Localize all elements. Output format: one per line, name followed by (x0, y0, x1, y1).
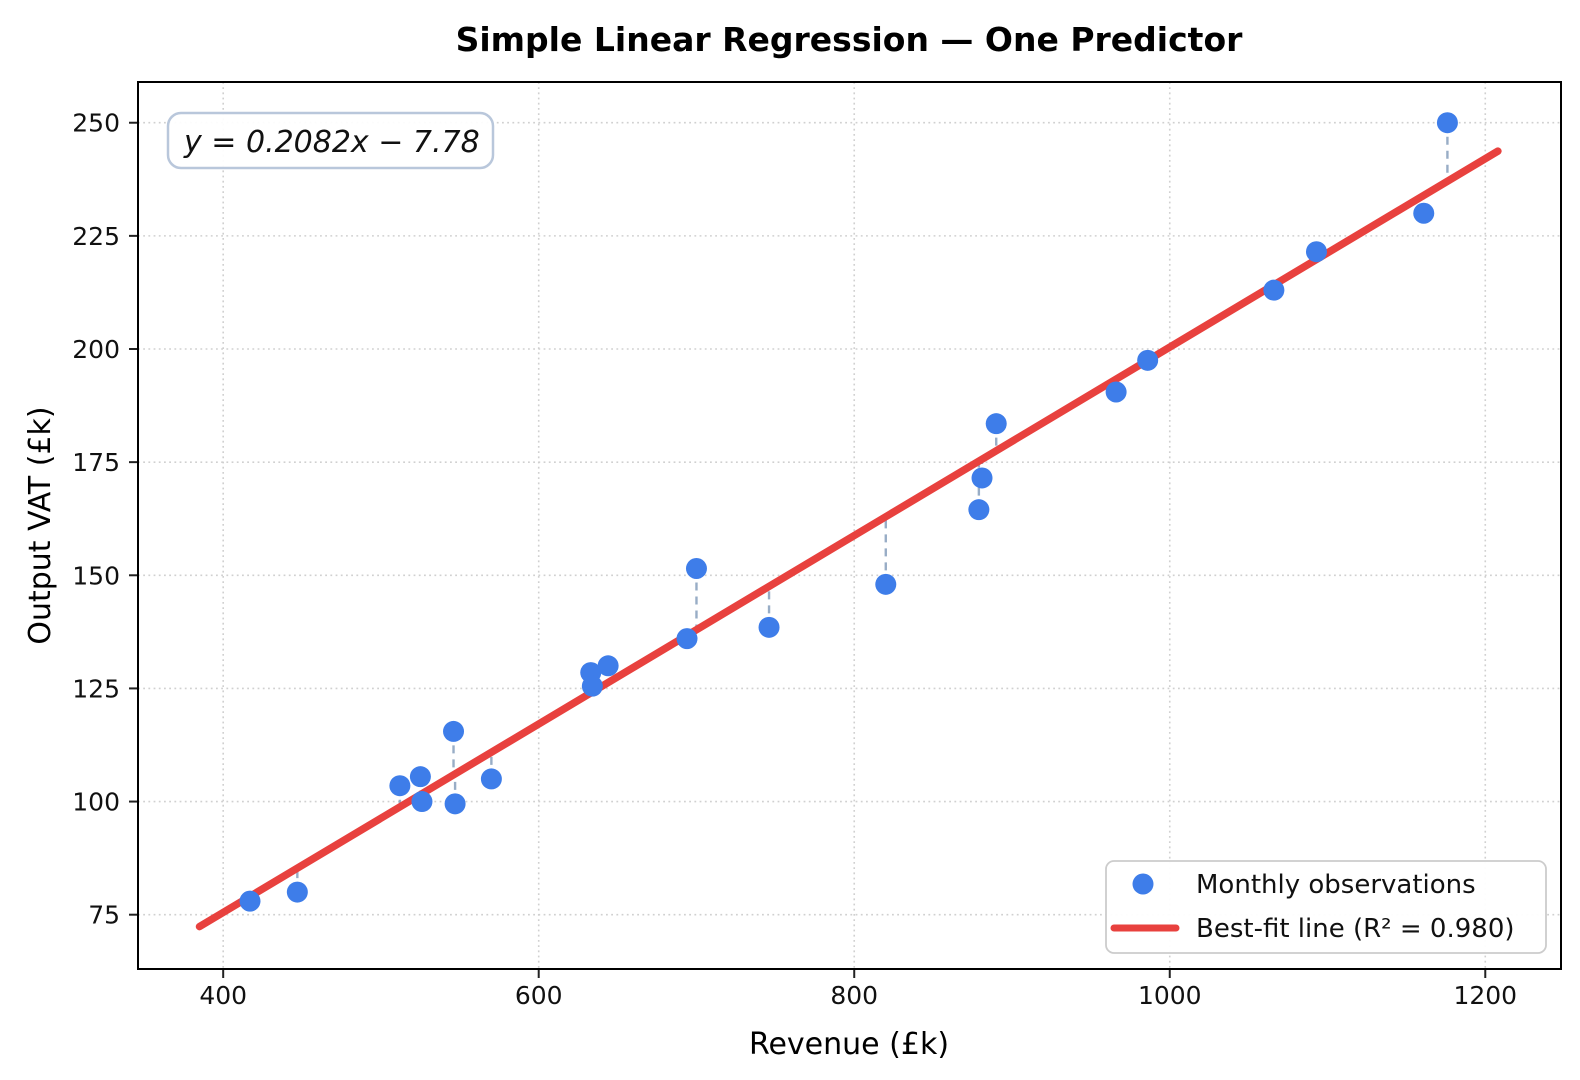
legend-point-marker (1132, 873, 1154, 895)
legend-fit-label: Best-fit line (R² = 0.980) (1196, 914, 1515, 944)
y-tick-label: 175 (72, 448, 120, 477)
scatter-point (985, 413, 1007, 435)
y-tick-label: 75 (88, 901, 120, 930)
scatter-point (239, 890, 261, 912)
best-fit-line (195, 147, 1502, 931)
scatter-point (1413, 202, 1435, 224)
scatter-point (875, 573, 897, 595)
scatter-point (758, 616, 780, 638)
equation-annotation: y = 0.2082x − 7.78 (166, 111, 495, 170)
residual-lines-layer (248, 122, 1449, 902)
scatter-point (411, 791, 433, 813)
x-tick-label: 1200 (1453, 981, 1517, 1010)
legend-observations-label: Monthly observations (1196, 870, 1476, 900)
scatter-point (581, 675, 603, 697)
equation-box (166, 111, 495, 170)
y-tick-label: 100 (72, 788, 120, 817)
scatter-point (409, 766, 431, 788)
equation-text: y = 0.2082x − 7.78 (183, 125, 480, 160)
y-tick-label: 225 (72, 222, 120, 251)
scatter-point (968, 499, 990, 521)
chart-title: Simple Linear Regression — One Predictor (456, 20, 1244, 59)
scatter-point (597, 655, 619, 677)
legend: Monthly observations Best-fit line (R² =… (1105, 860, 1547, 954)
scatter-point (1263, 279, 1285, 301)
x-tick-label: 800 (830, 981, 878, 1010)
plot-frame (137, 81, 1562, 970)
scatter-point (1137, 349, 1159, 371)
scatter-point (444, 793, 466, 815)
x-tick-label: 1000 (1138, 981, 1202, 1010)
x-axis-label: Revenue (£k) (749, 1027, 949, 1062)
scatter-point (1305, 241, 1327, 263)
scatter-point (1105, 381, 1127, 403)
x-tick-label: 400 (199, 981, 247, 1010)
legend-box (1105, 860, 1547, 954)
scatter-point (480, 768, 502, 790)
y-tick-label: 125 (72, 674, 120, 703)
scatter-points-layer (239, 112, 1458, 912)
scatter-point (971, 467, 993, 489)
best-fit-line-layer (195, 147, 1502, 931)
x-tick-label: 600 (515, 981, 563, 1010)
y-tick-label: 250 (72, 109, 120, 138)
y-tick-label: 150 (72, 561, 120, 590)
scatter-point (685, 557, 707, 579)
scatter-point (286, 881, 308, 903)
scatter-point (1436, 112, 1458, 134)
scatter-point (443, 720, 465, 742)
scatter-point (389, 775, 411, 797)
scatter-point (676, 628, 698, 650)
y-tick-label: 200 (72, 335, 120, 364)
y-axis-label: Output VAT (£k) (23, 406, 58, 644)
axis-ticks-layer: 400 600 800 1000 1200 75 100 125 150 175 200 225 250 (72, 109, 1517, 1010)
